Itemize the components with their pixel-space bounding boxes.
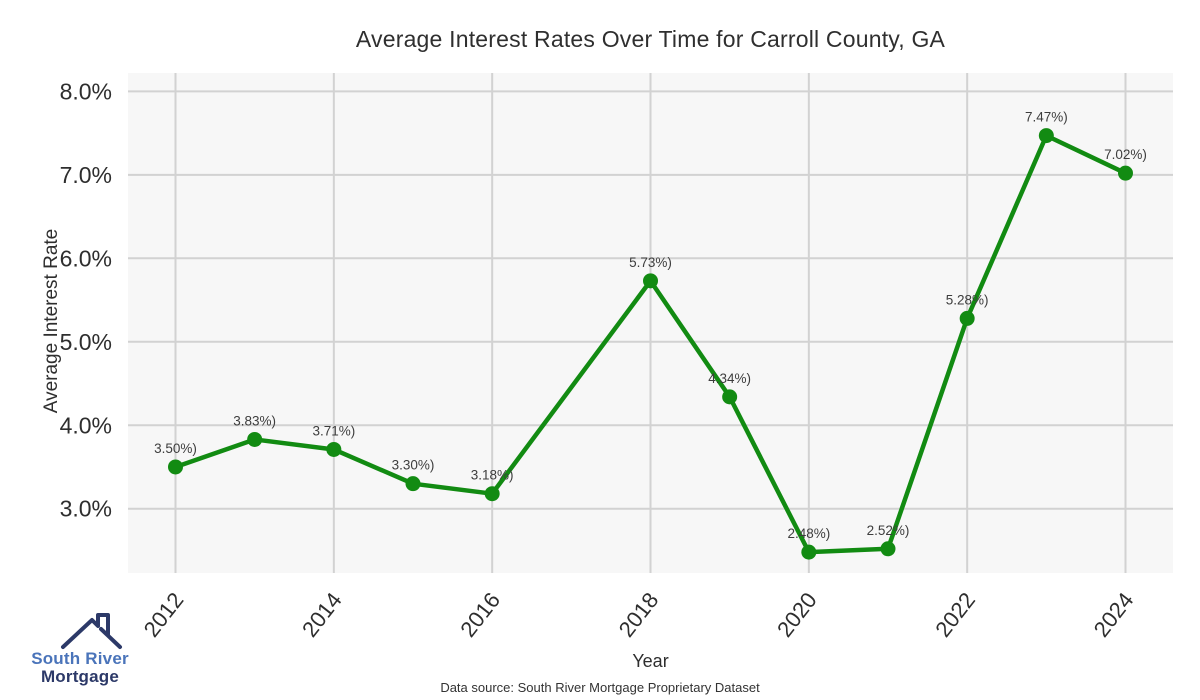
logo-text-south-river: South River xyxy=(31,649,129,668)
x-tick-label: 2020 xyxy=(772,588,822,642)
y-tick-label: 6.0% xyxy=(60,245,112,271)
data-point xyxy=(722,389,738,405)
x-tick-label: 2018 xyxy=(614,588,664,642)
data-point-label: 3.50%) xyxy=(154,441,197,456)
chart-title: Average Interest Rates Over Time for Car… xyxy=(355,26,946,52)
data-point xyxy=(326,441,342,457)
data-point xyxy=(1038,128,1054,144)
logo-text-mortgage: Mortgage xyxy=(40,667,120,686)
x-tick-label: 2014 xyxy=(297,588,347,642)
house-icon xyxy=(61,613,122,649)
y-tick-label: 4.0% xyxy=(60,412,112,438)
data-line xyxy=(173,133,1128,555)
data-point xyxy=(801,544,817,560)
data-point-label: 7.47%) xyxy=(1025,110,1068,125)
data-point-label: 2.48%) xyxy=(787,526,830,541)
data-point-label: 3.71%) xyxy=(312,423,355,438)
data-point-label: 3.83%) xyxy=(233,413,276,428)
data-point xyxy=(168,459,183,475)
data-source-note: Data source: South River Mortgage Propri… xyxy=(440,680,760,695)
y-tick-label: 3.0% xyxy=(60,496,112,522)
data-point xyxy=(405,476,421,492)
data-point xyxy=(1118,165,1133,181)
data-point-label: 5.73%) xyxy=(629,255,672,270)
data-point xyxy=(880,541,896,557)
data-point xyxy=(247,431,263,447)
x-tick-label: 2024 xyxy=(1089,588,1139,642)
data-point-label: 3.30%) xyxy=(392,458,435,473)
south-river-mortgage-logo: South River Mortgage xyxy=(20,610,140,686)
y-axis-title: Average Interest Rate xyxy=(41,228,62,414)
data-point-label: 5.28%) xyxy=(946,292,989,307)
y-tick-label: 7.0% xyxy=(60,162,112,188)
data-point-label: 2.52%) xyxy=(867,523,910,538)
x-tick-label: 2016 xyxy=(455,588,505,642)
y-tick-label: 8.0% xyxy=(60,78,112,104)
x-tick-label: 2022 xyxy=(930,588,980,642)
data-point xyxy=(959,310,975,326)
x-axis-title: Year xyxy=(632,651,669,671)
data-point xyxy=(643,273,658,289)
data-point xyxy=(484,486,500,502)
x-tick-label: 2012 xyxy=(139,588,189,642)
y-tick-label: 5.0% xyxy=(60,329,112,355)
data-point-label: 7.02%) xyxy=(1104,147,1147,162)
data-point-label: 4.34%) xyxy=(708,371,751,386)
data-point-label: 3.18%) xyxy=(471,468,514,483)
